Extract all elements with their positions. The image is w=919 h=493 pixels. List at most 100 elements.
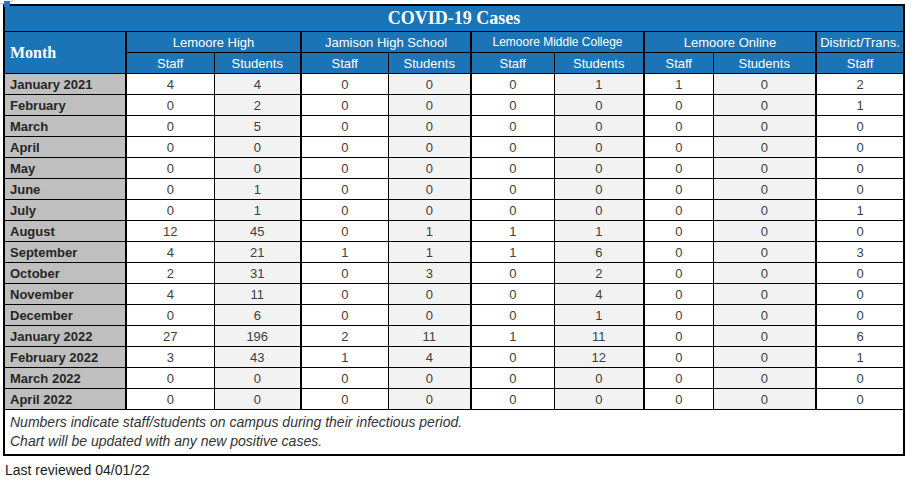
- case-count-cell: 0: [644, 347, 713, 368]
- case-count-cell: 0: [816, 158, 904, 179]
- case-count-cell: 0: [471, 305, 554, 326]
- case-count-cell: 0: [471, 95, 554, 116]
- month-label: May: [4, 158, 126, 179]
- case-count-cell: 0: [388, 305, 471, 326]
- case-count-cell: 0: [126, 389, 214, 410]
- group-header-lemoore-middle-college: Lemoore Middle College: [471, 32, 644, 53]
- page: COVID-19 Cases Month Lemoore High Jamiso…: [0, 0, 919, 493]
- subheader-online-staff: Staff: [644, 53, 713, 74]
- case-count-cell: 0: [301, 179, 388, 200]
- case-count-cell: 0: [388, 116, 471, 137]
- case-count-cell: 0: [816, 389, 904, 410]
- case-count-cell: 0: [713, 221, 816, 242]
- case-count-cell: 0: [471, 137, 554, 158]
- case-count-cell: 0: [644, 95, 713, 116]
- case-count-cell: 5: [214, 116, 301, 137]
- case-count-cell: 0: [388, 389, 471, 410]
- case-count-cell: 3: [816, 242, 904, 263]
- case-count-cell: 0: [126, 116, 214, 137]
- month-label: January 2022: [4, 326, 126, 347]
- case-count-cell: 0: [126, 179, 214, 200]
- anchor-dash: [0, 3, 3, 4]
- case-count-cell: 45: [214, 221, 301, 242]
- case-count-cell: 11: [388, 326, 471, 347]
- case-count-cell: 12: [126, 221, 214, 242]
- case-count-cell: 0: [713, 116, 816, 137]
- case-count-cell: 0: [471, 158, 554, 179]
- case-count-cell: 0: [713, 368, 816, 389]
- case-count-cell: 0: [644, 221, 713, 242]
- table-title: COVID-19 Cases: [4, 5, 904, 32]
- table-row: April 2022000000000: [4, 389, 904, 410]
- case-count-cell: 0: [644, 368, 713, 389]
- case-count-cell: 1: [816, 347, 904, 368]
- case-count-cell: 0: [816, 137, 904, 158]
- case-count-cell: 0: [644, 200, 713, 221]
- case-count-cell: 0: [816, 305, 904, 326]
- case-count-cell: 1: [816, 95, 904, 116]
- case-count-cell: 0: [713, 326, 816, 347]
- note-line-infectious-period: Numbers indicate staff/students on campu…: [10, 413, 903, 432]
- case-count-cell: 0: [301, 74, 388, 95]
- case-count-cell: 0: [471, 263, 554, 284]
- case-count-cell: 0: [388, 179, 471, 200]
- case-count-cell: 0: [471, 116, 554, 137]
- case-count-cell: 196: [214, 326, 301, 347]
- case-count-cell: 0: [214, 158, 301, 179]
- month-label: February: [4, 95, 126, 116]
- case-count-cell: 0: [713, 74, 816, 95]
- subheader-online-students: Students: [713, 53, 816, 74]
- case-count-cell: 1: [388, 242, 471, 263]
- object-anchor-icon: [0, 0, 14, 10]
- case-count-cell: 0: [126, 95, 214, 116]
- anchor-dot: [11, 0, 13, 2]
- month-label: April: [4, 137, 126, 158]
- case-count-cell: 4: [554, 284, 644, 305]
- case-count-cell: 0: [126, 200, 214, 221]
- anchor-square: [4, 1, 10, 7]
- case-count-cell: 1: [388, 221, 471, 242]
- month-column-header: Month: [4, 32, 126, 74]
- case-count-cell: 1: [471, 326, 554, 347]
- subheader-middle-college-students: Students: [554, 53, 644, 74]
- case-count-cell: 0: [713, 137, 816, 158]
- case-count-cell: 0: [554, 158, 644, 179]
- case-count-cell: 2: [301, 326, 388, 347]
- case-count-cell: 0: [388, 368, 471, 389]
- month-label: October: [4, 263, 126, 284]
- group-header-district-trans: District/Trans.: [816, 32, 904, 53]
- group-header-lemoore-online: Lemoore Online: [644, 32, 816, 53]
- case-count-cell: 0: [554, 137, 644, 158]
- case-count-cell: 1: [554, 74, 644, 95]
- group-header-row: Month Lemoore High Jamison High School L…: [4, 32, 904, 53]
- case-count-cell: 1: [816, 200, 904, 221]
- month-label: November: [4, 284, 126, 305]
- subheader-lemoore-high-staff: Staff: [126, 53, 214, 74]
- case-count-cell: 11: [214, 284, 301, 305]
- case-count-cell: 0: [816, 263, 904, 284]
- case-count-cell: 0: [214, 368, 301, 389]
- case-count-cell: 1: [554, 221, 644, 242]
- case-count-cell: 1: [471, 221, 554, 242]
- table-row: March050000000: [4, 116, 904, 137]
- case-count-cell: 0: [644, 263, 713, 284]
- case-count-cell: 1: [554, 305, 644, 326]
- table-body: January 2021440001102February020000001Ma…: [4, 74, 904, 410]
- table-row: July010000001: [4, 200, 904, 221]
- case-count-cell: 2: [816, 74, 904, 95]
- case-count-cell: 0: [713, 284, 816, 305]
- case-count-cell: 0: [816, 221, 904, 242]
- sub-header-row: Staff Students Staff Students Staff Stud…: [4, 53, 904, 74]
- case-count-cell: 0: [301, 284, 388, 305]
- case-count-cell: 31: [214, 263, 301, 284]
- month-label: September: [4, 242, 126, 263]
- table-row: September4211116003: [4, 242, 904, 263]
- case-count-cell: 0: [214, 137, 301, 158]
- case-count-cell: 0: [644, 137, 713, 158]
- case-count-cell: 0: [301, 305, 388, 326]
- table-row: May000000000: [4, 158, 904, 179]
- case-count-cell: 0: [554, 368, 644, 389]
- case-count-cell: 6: [214, 305, 301, 326]
- month-label: July: [4, 200, 126, 221]
- case-count-cell: 4: [126, 242, 214, 263]
